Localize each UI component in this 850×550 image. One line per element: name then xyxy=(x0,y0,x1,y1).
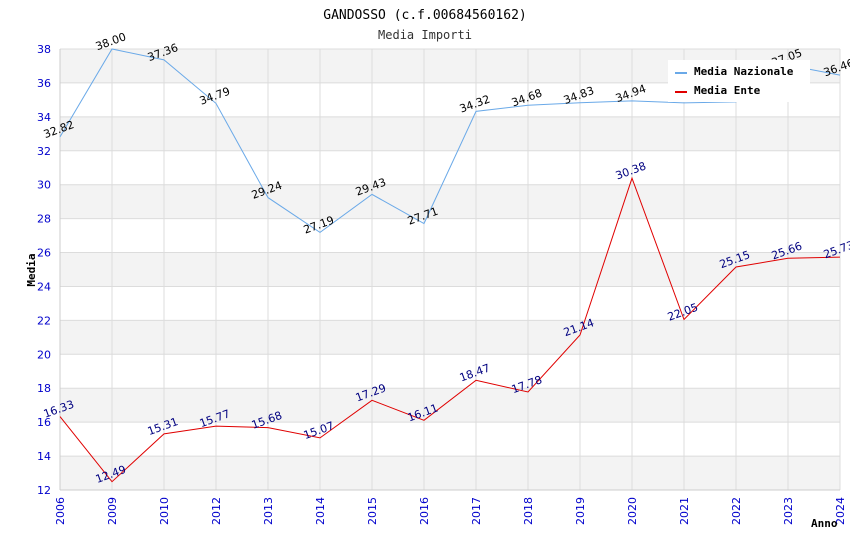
y-tick-label: 28 xyxy=(37,213,51,226)
legend: Media Nazionale Media Ente xyxy=(668,60,810,102)
x-tick-label: 2017 xyxy=(470,497,483,525)
x-tick-label: 2010 xyxy=(158,497,171,525)
chart-title: GANDOSSO (c.f.00684560162) xyxy=(323,8,527,23)
grid-band xyxy=(60,184,840,219)
x-tick-label: 2016 xyxy=(418,497,431,525)
data-label: 34.32 xyxy=(458,93,492,116)
y-tick-label: 14 xyxy=(37,450,51,463)
legend-label-ente: Media Ente xyxy=(694,84,761,97)
series-line-media-ente xyxy=(59,176,841,483)
x-tick-label: 2021 xyxy=(678,497,691,525)
x-tick-label: 2020 xyxy=(626,497,639,525)
x-tick-label: 2018 xyxy=(522,497,535,525)
data-label: 34.83 xyxy=(562,84,596,107)
x-tick-label: 2012 xyxy=(210,497,223,525)
y-tick-label: 34 xyxy=(37,111,51,124)
legend-label-nazionale: Media Nazionale xyxy=(694,65,794,78)
x-tick-label: 2024 xyxy=(834,497,847,525)
x-tick-label: 2013 xyxy=(262,497,275,525)
y-tick-label: 20 xyxy=(37,348,51,361)
y-tick-label: 26 xyxy=(37,247,51,260)
grid-band xyxy=(60,320,840,355)
axes xyxy=(59,49,840,491)
grid-bands xyxy=(60,49,840,490)
data-label: 30.38 xyxy=(614,159,648,182)
y-tick-label: 16 xyxy=(37,416,51,429)
grid-band xyxy=(60,116,840,151)
y-tick-label: 22 xyxy=(37,314,51,327)
x-tick-label: 2023 xyxy=(782,497,795,525)
series-line-media-nazionale xyxy=(59,48,841,234)
x-tick-label: 2014 xyxy=(314,497,327,525)
grid-band xyxy=(60,456,840,490)
x-tick-label: 2009 xyxy=(106,497,119,525)
y-tick-label: 24 xyxy=(37,280,51,293)
legend-box xyxy=(668,60,810,102)
y-axis-label: Media xyxy=(25,253,38,286)
series-lines xyxy=(59,48,841,483)
y-tick-label: 12 xyxy=(37,484,51,497)
data-label: 34.68 xyxy=(510,87,544,110)
y-tick-label: 36 xyxy=(37,77,51,90)
x-tick-label: 2015 xyxy=(366,497,379,525)
x-tick-label: 2019 xyxy=(574,497,587,525)
grid-band xyxy=(60,388,840,423)
data-label: 34.79 xyxy=(198,85,232,108)
grid-band xyxy=(60,252,840,287)
y-tick-label: 30 xyxy=(37,179,51,192)
y-tick-label: 18 xyxy=(37,382,51,395)
x-tick-label: 2006 xyxy=(54,497,67,525)
y-tick-label: 38 xyxy=(37,43,51,56)
x-axis-label: Anno xyxy=(811,517,838,530)
chart-subtitle: Media Importi xyxy=(378,28,472,42)
x-tick-label: 2022 xyxy=(730,497,743,525)
y-tick-label: 32 xyxy=(37,145,51,158)
